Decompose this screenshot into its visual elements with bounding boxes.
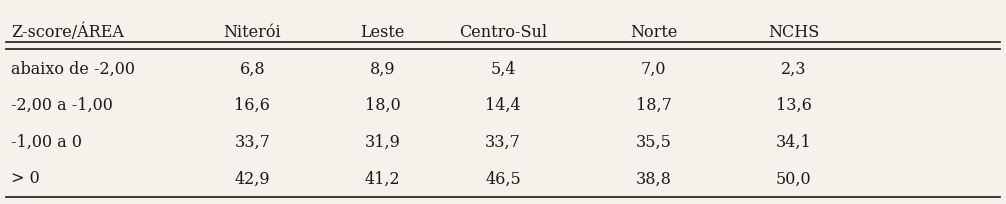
Text: Leste: Leste [360, 24, 404, 41]
Text: Niterói: Niterói [223, 24, 281, 41]
Text: 6,8: 6,8 [239, 61, 265, 78]
Text: 34,1: 34,1 [776, 134, 812, 151]
Text: 33,7: 33,7 [485, 134, 521, 151]
Text: Norte: Norte [630, 24, 677, 41]
Text: 35,5: 35,5 [636, 134, 671, 151]
Text: 50,0: 50,0 [776, 170, 812, 187]
Text: 8,9: 8,9 [370, 61, 395, 78]
Text: -1,00 a 0: -1,00 a 0 [11, 134, 82, 151]
Text: 13,6: 13,6 [776, 97, 812, 114]
Text: 16,6: 16,6 [234, 97, 271, 114]
Text: 18,0: 18,0 [365, 97, 400, 114]
Text: 7,0: 7,0 [641, 61, 666, 78]
Text: 42,9: 42,9 [234, 170, 270, 187]
Text: 14,4: 14,4 [485, 97, 521, 114]
Text: Centro-Sul: Centro-Sul [459, 24, 547, 41]
Text: abaixo de -2,00: abaixo de -2,00 [11, 61, 136, 78]
Text: 38,8: 38,8 [636, 170, 671, 187]
Text: -2,00 a -1,00: -2,00 a -1,00 [11, 97, 114, 114]
Text: 18,7: 18,7 [636, 97, 671, 114]
Text: 33,7: 33,7 [234, 134, 271, 151]
Text: NCHS: NCHS [769, 24, 820, 41]
Text: 31,9: 31,9 [365, 134, 400, 151]
Text: 41,2: 41,2 [365, 170, 400, 187]
Text: > 0: > 0 [11, 170, 40, 187]
Text: 46,5: 46,5 [485, 170, 521, 187]
Text: 2,3: 2,3 [782, 61, 807, 78]
Text: 5,4: 5,4 [490, 61, 516, 78]
Text: Z-score/ÁREA: Z-score/ÁREA [11, 24, 125, 41]
